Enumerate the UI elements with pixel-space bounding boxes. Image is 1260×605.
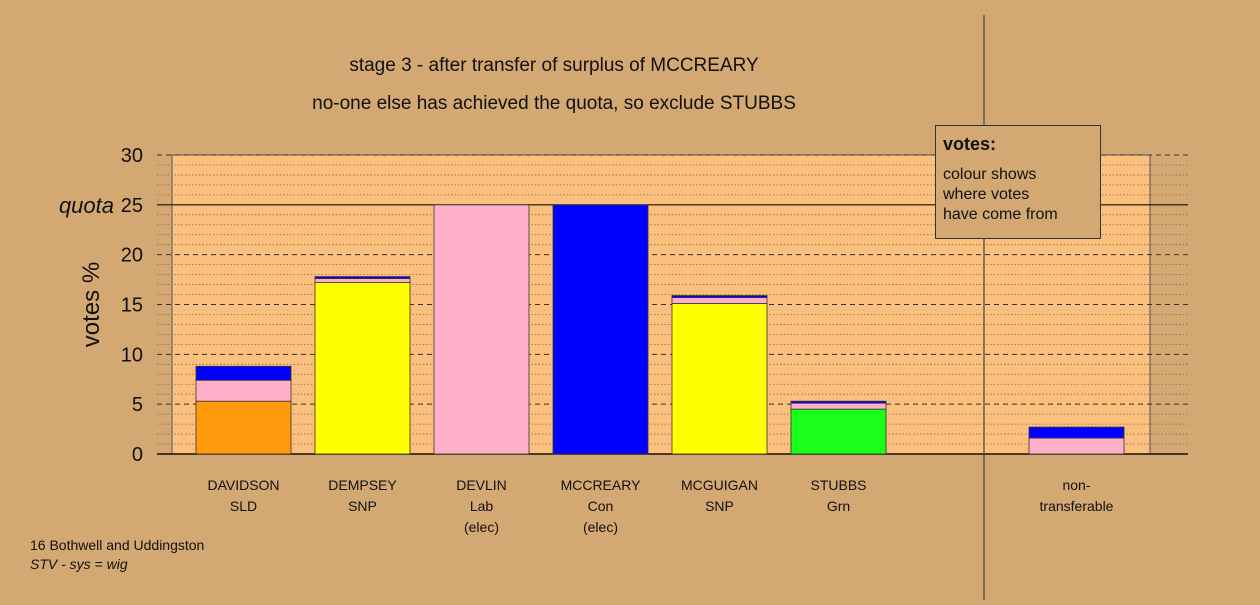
bar-segment-con bbox=[671, 295, 768, 298]
x-category-label: MCCREARY bbox=[561, 477, 642, 493]
x-category-label: non- bbox=[1062, 477, 1090, 493]
system-label: STV - sys = wig bbox=[30, 556, 128, 572]
legend-line: have come from bbox=[943, 206, 1058, 223]
x-category-label: MCGUIGAN bbox=[681, 477, 758, 493]
x-category-label: transferable bbox=[1040, 498, 1114, 514]
y-axis-label: votes % bbox=[78, 262, 105, 347]
chart-title: stage 3 - after transfer of surplus of M… bbox=[349, 55, 759, 76]
bar-segment-grn bbox=[790, 408, 887, 455]
x-category-label: SNP bbox=[705, 498, 734, 514]
x-category-label: (elec) bbox=[464, 519, 499, 535]
y-tick-label: 0 bbox=[132, 444, 143, 466]
bar-segment-lab bbox=[1028, 437, 1125, 455]
bar-segment-lab bbox=[671, 297, 768, 304]
bar-segment-con bbox=[314, 276, 411, 279]
legend-title: votes: bbox=[943, 134, 997, 154]
quota-label: quota bbox=[59, 193, 114, 218]
bar-segment-sld bbox=[195, 400, 292, 455]
bar-segment-con bbox=[195, 365, 292, 381]
y-tick-label: 10 bbox=[121, 344, 143, 366]
bar-segment-lab bbox=[790, 402, 887, 410]
bar-segment-snp bbox=[671, 303, 768, 455]
chart-subtitle: no-one else has achieved the quota, so e… bbox=[312, 93, 796, 114]
y-tick-label: 5 bbox=[132, 394, 143, 416]
bar-segment-lab bbox=[195, 379, 292, 402]
legend-box: votes: colour shows where votes have com… bbox=[935, 125, 1101, 239]
legend-line: colour shows bbox=[943, 166, 1037, 183]
x-category-label: DEVLIN bbox=[456, 477, 507, 493]
x-category-label: DAVIDSON bbox=[207, 477, 279, 493]
bar-segment-lab bbox=[433, 204, 530, 455]
x-category-label: SLD bbox=[230, 498, 257, 514]
y-tick-label: 15 bbox=[121, 295, 143, 317]
x-category-label: SNP bbox=[348, 498, 377, 514]
bar-segment-con bbox=[552, 204, 649, 455]
x-category-label: Lab bbox=[470, 498, 494, 514]
bar-segment-lab bbox=[314, 278, 411, 283]
y-tick-label: 25 bbox=[121, 195, 143, 217]
constituency-label: 16 Bothwell and Uddingston bbox=[30, 537, 205, 553]
bar-segment-con bbox=[1028, 426, 1125, 439]
x-category-label: (elec) bbox=[583, 519, 618, 535]
legend-line: where votes bbox=[943, 186, 1030, 203]
y-tick-label: 30 bbox=[121, 145, 143, 167]
x-category-label: Grn bbox=[827, 498, 850, 514]
y-tick-label: 20 bbox=[121, 245, 143, 267]
x-category-label: Con bbox=[588, 498, 614, 514]
bar-segment-snp bbox=[314, 282, 411, 455]
x-category-label: STUBBS bbox=[810, 477, 866, 493]
x-category-label: DEMPSEY bbox=[328, 477, 397, 493]
bar-segment-con bbox=[790, 400, 887, 404]
